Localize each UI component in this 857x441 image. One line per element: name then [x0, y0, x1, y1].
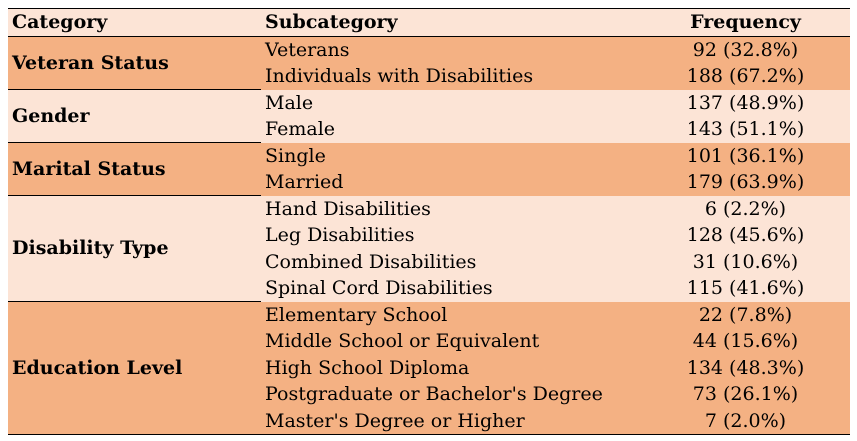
header-frequency: Frequency: [641, 8, 850, 37]
demographics-table-container: Category Subcategory Frequency Veteran S…: [8, 8, 850, 435]
subcategory-cell: Middle School or Equivalent: [265, 330, 540, 352]
table-row: Gender Male 137 (48.9%): [8, 89, 850, 143]
category-cell: Gender: [8, 89, 261, 143]
category-cell: Education Level: [8, 301, 261, 435]
category-cell: Disability Type: [8, 195, 261, 302]
table-row: Disability Type Hand Disabilities 6 (2.2%): [8, 195, 850, 302]
frequency-cell: 73 (26.1%): [692, 383, 799, 405]
frequency-cell: 137 (48.9%): [686, 91, 805, 114]
category-cell: Veteran Status: [8, 36, 261, 90]
header-subcategory: Subcategory: [261, 8, 641, 37]
header-category: Category: [8, 8, 261, 37]
demographics-table: Category Subcategory Frequency Veteran S…: [8, 8, 850, 435]
table-header-row: Category Subcategory Frequency: [8, 8, 850, 37]
table-body: Veteran Status Veterans 92 (32.8%) Individu…: [8, 36, 850, 435]
frequency-cell: 7 (2.0%): [641, 407, 850, 435]
subcategory-cell: Individuals with Disabilities: [265, 65, 534, 87]
subcategory-cell: Female: [265, 118, 336, 140]
frequency-cell: 6 (2.2%): [704, 197, 787, 220]
frequency-cell: 188 (67.2%): [686, 65, 805, 87]
subcategory-cell: Leg Disabilities: [265, 224, 415, 246]
frequency-cell: 143 (51.1%): [686, 118, 805, 140]
frequency-cell: 31 (10.6%): [692, 250, 799, 273]
subcategory-cell: Postgraduate or Bachelor's Degree: [265, 383, 603, 405]
subcategory-cell: Master's Degree or Higher: [261, 407, 641, 435]
frequency-cell: 128 (45.6%): [686, 224, 805, 246]
frequency-cell: 44 (15.6%): [692, 330, 799, 352]
category-cell: Marital Status: [8, 142, 261, 196]
subcategory-cell: High School Diploma: [265, 356, 470, 379]
subcategory-cell: Elementary School: [265, 303, 448, 326]
subcategory-cell: Married: [265, 171, 344, 193]
subcategory-cell: Combined Disabilities: [265, 250, 477, 273]
subcategory-cell: Spinal Cord Disabilities: [265, 277, 493, 299]
subcategory-cell: Veterans: [265, 38, 350, 61]
frequency-cell: 101 (36.1%): [686, 144, 805, 167]
subcategory-cell: Single: [265, 144, 326, 167]
frequency-cell: 134 (48.3%): [686, 356, 805, 379]
table-row: Veteran Status Veterans 92 (32.8%): [8, 36, 850, 90]
frequency-cell: 92 (32.8%): [692, 38, 799, 61]
table-row: Marital Status Single 101 (36.1%): [8, 142, 850, 196]
table-row: Education Level Elementary School 22 (7.8%…: [8, 301, 850, 435]
subcategory-cell: Hand Disabilities: [265, 197, 431, 220]
frequency-cell: 115 (41.6%): [686, 277, 805, 299]
frequency-cell: 179 (63.9%): [686, 171, 805, 193]
frequency-cell: 22 (7.8%): [698, 303, 793, 326]
subcategory-cell: Male: [265, 91, 314, 114]
